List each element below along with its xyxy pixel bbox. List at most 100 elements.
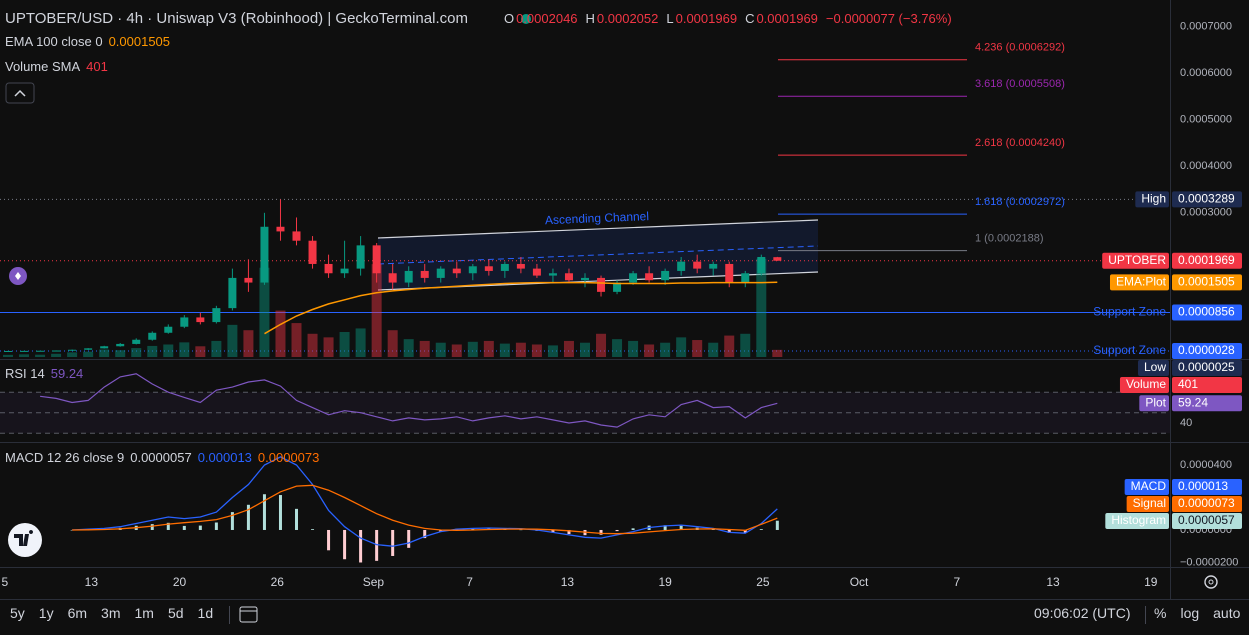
range-button[interactable]: 1y xyxy=(38,605,54,621)
x-tick-label: 19 xyxy=(1144,575,1158,589)
volume-bar xyxy=(355,328,366,357)
range-button[interactable]: 1d xyxy=(197,605,214,621)
candle-body xyxy=(709,263,718,269)
x-tick-label: 7 xyxy=(466,575,473,589)
price-tag-name: EMA:Plot xyxy=(1116,274,1167,288)
ohlc-value: 0.0002052 xyxy=(596,11,659,26)
symbol-legend: UPTOBER/USD · 4h · Uniswap V3 (Robinhood… xyxy=(5,10,952,27)
histogram-bar xyxy=(663,525,667,530)
histogram-bar xyxy=(198,525,202,530)
price-tag-name-box xyxy=(1102,252,1169,269)
price-tag xyxy=(1172,395,1242,412)
volume-bar xyxy=(563,340,574,357)
candle-body xyxy=(581,277,589,281)
settings-icon[interactable] xyxy=(1204,575,1218,589)
fib-label: 4.236 (0.0006292) xyxy=(975,42,1065,54)
alert-glyph xyxy=(15,272,21,280)
date-range-icon[interactable] xyxy=(239,606,258,623)
histogram-bar xyxy=(166,522,170,530)
change: −0.0000077 (−3.76%) xyxy=(825,11,952,26)
scale-option[interactable]: auto xyxy=(1213,605,1241,621)
candle-body xyxy=(308,240,317,264)
channel-label: Ascending Channel xyxy=(545,209,650,227)
price-tag-value: 59.24 xyxy=(1178,395,1208,409)
price-tag-value: 0.0003289 xyxy=(1178,192,1235,206)
volume-bar xyxy=(131,348,142,357)
price-tag xyxy=(1172,377,1242,394)
price-tag xyxy=(1172,191,1242,208)
histogram-bar xyxy=(743,529,747,533)
collapse-button[interactable] xyxy=(5,82,35,104)
volume-bar xyxy=(323,337,334,357)
rsi-legend: RSI 14 59.24 xyxy=(5,366,83,381)
histogram-bar xyxy=(599,529,603,535)
macd-line xyxy=(72,456,778,547)
histogram-bar xyxy=(759,529,763,530)
range-button[interactable]: 5d xyxy=(167,605,184,621)
price-tag-value: 0.000013 xyxy=(1178,479,1228,493)
candle-body xyxy=(436,268,445,278)
volume-bar xyxy=(499,343,510,357)
histogram-bar xyxy=(262,494,266,530)
candle-body xyxy=(548,273,557,276)
candle-body xyxy=(356,245,365,269)
histogram-bar xyxy=(519,529,523,531)
range-button[interactable]: 3m xyxy=(101,605,121,621)
range-button[interactable]: 5y xyxy=(10,605,25,621)
price-pane: 4.236 (0.0006292) 3.618 (0.0005508) 2.618 … xyxy=(0,42,1170,357)
volume-bar xyxy=(628,340,639,357)
price-tag-name-box xyxy=(1137,360,1169,377)
volume-bar xyxy=(387,330,398,357)
range-button[interactable]: 1m xyxy=(134,605,154,621)
y-tick-label: 0.0007000 xyxy=(1180,21,1232,33)
histogram-bar xyxy=(343,529,347,560)
candle-body xyxy=(20,350,29,352)
tv-logo-glyph xyxy=(14,529,34,546)
scale-option[interactable]: log xyxy=(1180,605,1200,621)
range-button[interactable]: 6m xyxy=(67,605,88,621)
ema-value: 0.0001505 xyxy=(108,34,171,49)
volume-bar xyxy=(451,344,462,357)
volume-bar xyxy=(339,332,350,357)
volume-bar xyxy=(179,342,190,357)
macd-legend: MACD 12 26 close 9 0.0000057 0.000013 0.… xyxy=(5,450,319,465)
candle-body xyxy=(597,277,606,292)
price-tag-value: 0.0001505 xyxy=(1178,274,1235,288)
price-tag xyxy=(1172,252,1242,269)
candle-body xyxy=(564,273,573,281)
candle-body xyxy=(484,266,493,271)
x-tick-label: 20 xyxy=(173,575,187,589)
volume-bar xyxy=(83,351,94,357)
histogram-bar xyxy=(246,504,250,530)
y-tick-label: 0.0006000 xyxy=(1180,67,1232,79)
price-tag-value: 0.0000028 xyxy=(1178,343,1235,357)
histogram-bar xyxy=(214,522,218,530)
scale-option[interactable]: % xyxy=(1154,605,1167,621)
candle-body xyxy=(276,226,285,232)
fib-label: 3.618 (0.0005508) xyxy=(975,78,1065,90)
price-tag-name: UPTOBER xyxy=(1108,253,1166,267)
histogram-bar xyxy=(615,529,619,532)
ohlc-key: H xyxy=(585,11,595,26)
histogram-bar xyxy=(471,528,475,530)
price-tag-value: 0.0001969 xyxy=(1178,253,1235,267)
volume-bar xyxy=(692,340,703,357)
range-buttons: 5y 1y 6m 3m 1m 5d 1d xyxy=(10,605,213,621)
macd-line xyxy=(72,484,778,535)
price-tag-name: High xyxy=(1141,192,1166,206)
volume-bar xyxy=(419,340,430,357)
rsi-line xyxy=(40,373,778,428)
candle-body xyxy=(532,268,541,276)
signal-value: 0.0000073 xyxy=(257,450,320,465)
candle-body xyxy=(500,263,509,271)
volume-bar xyxy=(163,344,174,357)
candle-body xyxy=(516,263,525,269)
histogram-bar xyxy=(407,529,411,548)
candle-body xyxy=(196,317,205,323)
histogram-bar xyxy=(439,529,443,532)
ema-title: EMA 100 close 0 xyxy=(5,34,103,49)
price-tag-value: 0.0000057 xyxy=(1178,513,1235,527)
candle-body xyxy=(100,346,109,349)
